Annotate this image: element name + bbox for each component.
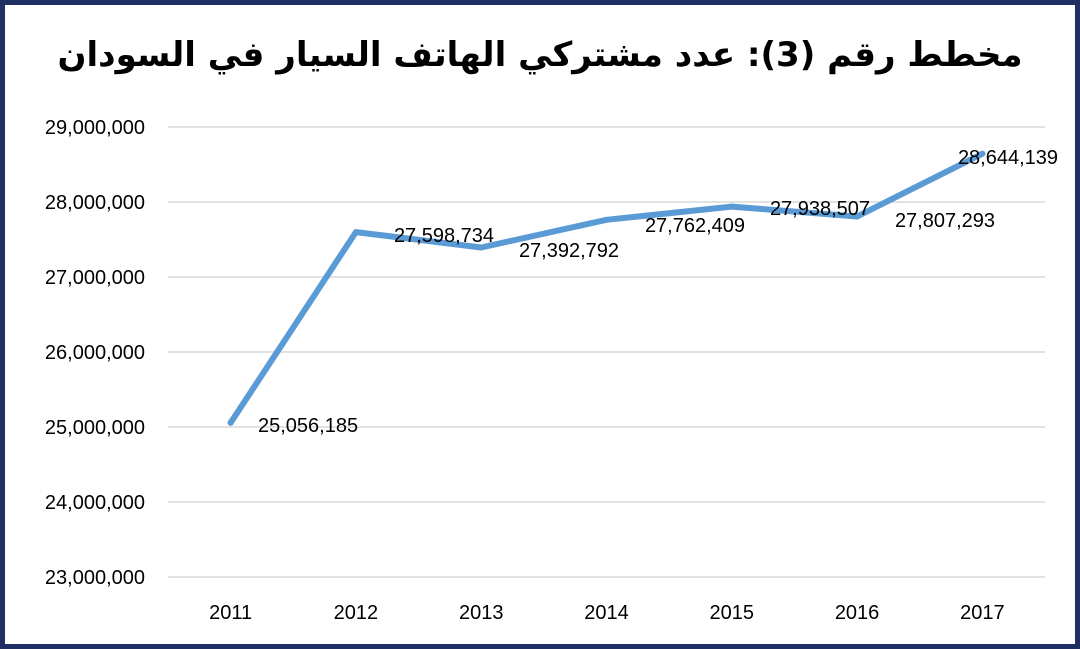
data-label: 27,392,792 xyxy=(519,240,619,262)
x-tick-label: 2013 xyxy=(459,602,504,624)
data-label: 25,056,185 xyxy=(258,415,358,437)
y-tick-label: 25,000,000 xyxy=(45,417,145,439)
x-tick-label: 2017 xyxy=(960,602,1005,624)
y-tick-label: 24,000,000 xyxy=(45,492,145,514)
y-tick-label: 27,000,000 xyxy=(45,267,145,289)
data-label: 27,598,734 xyxy=(394,225,494,247)
data-label: 27,762,409 xyxy=(645,215,745,237)
x-tick-label: 2011 xyxy=(209,602,252,624)
data-label: 28,644,139 xyxy=(958,147,1058,169)
y-tick-label: 26,000,000 xyxy=(45,342,145,364)
x-tick-label: 2014 xyxy=(584,602,629,624)
y-tick-label: 23,000,000 xyxy=(45,567,145,589)
data-point xyxy=(854,213,861,220)
x-tick-label: 2012 xyxy=(334,602,379,624)
data-point xyxy=(728,203,735,210)
data-point xyxy=(979,150,986,157)
series-line xyxy=(227,150,986,426)
x-tick-label: 2015 xyxy=(710,602,755,624)
data-label: 27,938,507 xyxy=(770,198,870,220)
y-tick-label: 28,000,000 xyxy=(45,192,145,214)
data-point xyxy=(478,244,485,251)
y-tick-label: 29,000,000 xyxy=(45,117,145,139)
data-point xyxy=(603,216,610,223)
x-tick-label: 2016 xyxy=(835,602,880,624)
data-point xyxy=(352,229,359,236)
data-point xyxy=(227,419,234,426)
data-label: 27,807,293 xyxy=(895,210,995,232)
chart-title: مخطط رقم (3): عدد مشتركي الهاتف السيار ف… xyxy=(57,35,1023,75)
